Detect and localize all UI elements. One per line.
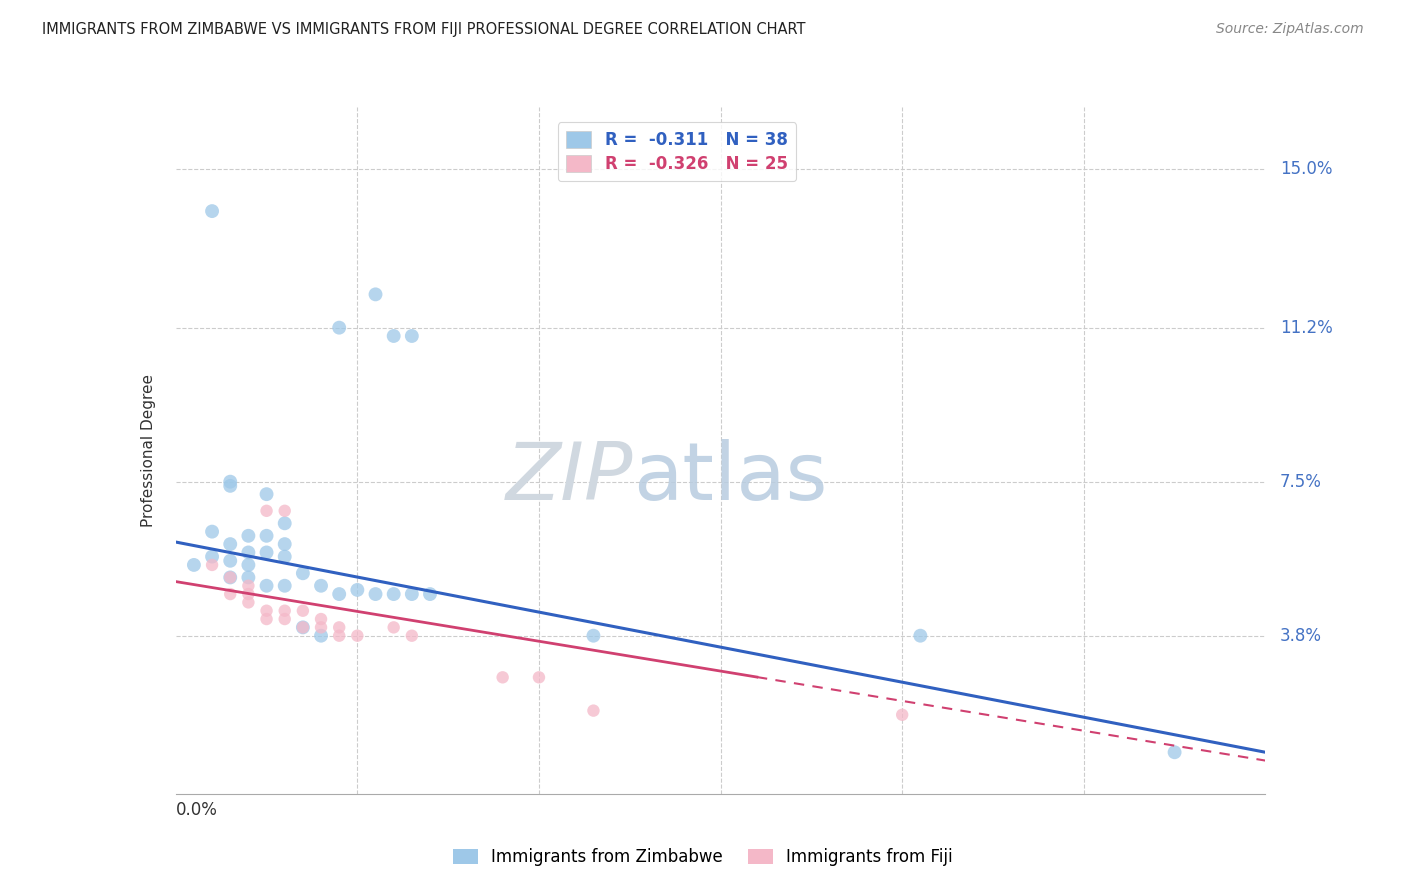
Point <box>401 629 423 643</box>
Point <box>219 554 242 568</box>
Point <box>328 620 350 634</box>
Point <box>291 620 314 634</box>
Text: 7.5%: 7.5% <box>1279 473 1322 491</box>
Text: ZIP: ZIP <box>506 439 633 517</box>
Point <box>309 579 332 593</box>
Point <box>219 479 242 493</box>
Point <box>401 329 423 343</box>
Text: atlas: atlas <box>633 439 828 517</box>
Point <box>309 629 332 643</box>
Point <box>238 579 260 593</box>
Point <box>291 604 314 618</box>
Point <box>256 504 278 518</box>
Point <box>492 670 515 684</box>
Point <box>291 566 314 581</box>
Point <box>274 604 297 618</box>
Point <box>238 570 260 584</box>
Text: 3.8%: 3.8% <box>1279 627 1322 645</box>
Point <box>274 549 297 564</box>
Point <box>291 620 314 634</box>
Point <box>527 670 550 684</box>
Point <box>238 545 260 559</box>
Point <box>238 558 260 572</box>
Point <box>219 475 242 489</box>
Point <box>309 620 332 634</box>
Text: 15.0%: 15.0% <box>1279 161 1333 178</box>
Point <box>201 549 224 564</box>
Point <box>238 587 260 601</box>
Point <box>891 707 914 722</box>
Point <box>346 582 368 597</box>
Point <box>201 524 224 539</box>
Point <box>274 504 297 518</box>
Point <box>419 587 441 601</box>
Point <box>382 620 405 634</box>
Point <box>238 595 260 609</box>
Point <box>309 612 332 626</box>
Point <box>582 629 605 643</box>
Point <box>1163 745 1185 759</box>
Text: 11.2%: 11.2% <box>1279 318 1333 336</box>
Point <box>382 329 405 343</box>
Text: 0.0%: 0.0% <box>176 801 218 819</box>
Point <box>201 204 224 219</box>
Point <box>582 704 605 718</box>
Point <box>219 537 242 551</box>
Point <box>274 579 297 593</box>
Point <box>364 287 387 301</box>
Text: IMMIGRANTS FROM ZIMBABWE VS IMMIGRANTS FROM FIJI PROFESSIONAL DEGREE CORRELATION: IMMIGRANTS FROM ZIMBABWE VS IMMIGRANTS F… <box>42 22 806 37</box>
Point <box>274 537 297 551</box>
Legend: R =  -0.311   N = 38, R =  -0.326   N = 25: R = -0.311 N = 38, R = -0.326 N = 25 <box>558 122 796 181</box>
Point <box>328 629 350 643</box>
Point <box>219 570 242 584</box>
Text: Professional Degree: Professional Degree <box>141 374 156 527</box>
Legend: Immigrants from Zimbabwe, Immigrants from Fiji: Immigrants from Zimbabwe, Immigrants fro… <box>444 840 962 875</box>
Text: Source: ZipAtlas.com: Source: ZipAtlas.com <box>1216 22 1364 37</box>
Point <box>346 629 368 643</box>
Point <box>328 587 350 601</box>
Point <box>238 529 260 543</box>
Point <box>256 529 278 543</box>
Point <box>382 587 405 601</box>
Point <box>219 587 242 601</box>
Point <box>256 612 278 626</box>
Point <box>256 579 278 593</box>
Point <box>401 587 423 601</box>
Point <box>219 570 242 584</box>
Point <box>328 320 350 334</box>
Point <box>364 587 387 601</box>
Point <box>256 545 278 559</box>
Point <box>201 558 224 572</box>
Point <box>256 604 278 618</box>
Point <box>274 516 297 531</box>
Point <box>910 629 932 643</box>
Point <box>274 612 297 626</box>
Point <box>183 558 205 572</box>
Point <box>256 487 278 501</box>
